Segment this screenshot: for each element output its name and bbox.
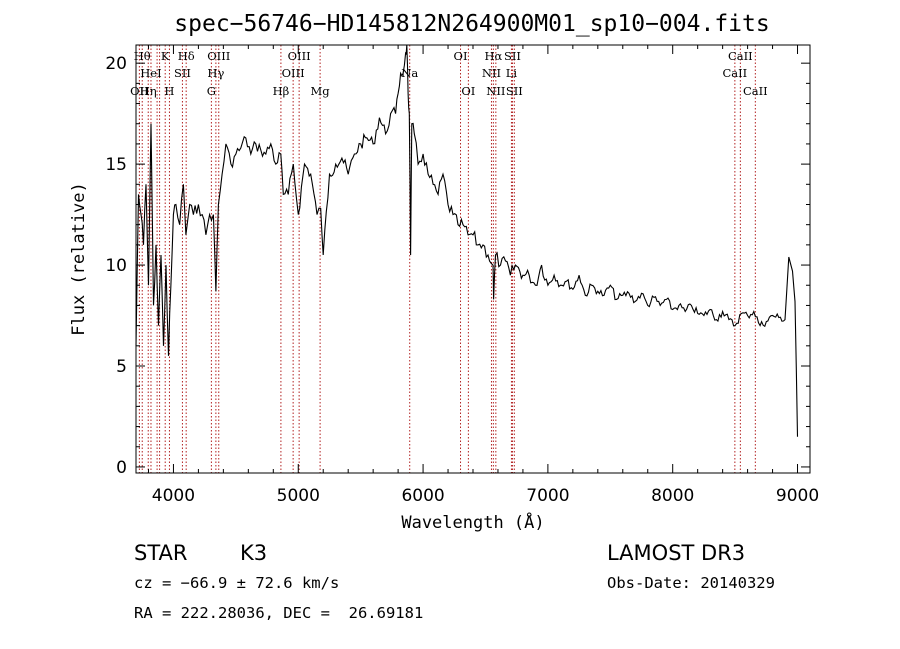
line-label-28: CaII xyxy=(743,84,768,98)
line-label-14: OIII xyxy=(282,66,305,80)
y-axis-label: Flux (relative) xyxy=(69,182,89,336)
line-label-23: Li xyxy=(506,66,518,80)
line-label-9: Hδ xyxy=(178,49,195,63)
line-label-7: H xyxy=(164,84,174,98)
ra-dec-coordinates: RA = 222.28036, DEC = 26.69181 xyxy=(134,604,424,622)
y-axis-ticks: 0 5 10 15 20 xyxy=(105,54,810,478)
object-class: STAR xyxy=(134,541,188,565)
y-tick-label-4: 20 xyxy=(105,54,127,74)
line-label-16: Mg xyxy=(311,84,331,98)
y-tick-label-2: 10 xyxy=(105,256,127,276)
line-label-19: OI xyxy=(461,84,475,98)
line-label-12: OIII xyxy=(207,49,230,63)
plot-frame xyxy=(135,44,811,474)
x-axis-ticks: 4000 5000 6000 7000 8000 9000 xyxy=(147,45,819,506)
line-label-11: Hγ xyxy=(207,66,224,80)
line-label-17: Na xyxy=(401,66,418,80)
line-label-27: CaII xyxy=(728,49,753,63)
line-label-26: CaII xyxy=(722,66,747,80)
chart-title: spec−56746−HD145812N264900M01_sp10−004.f… xyxy=(174,11,769,37)
x-tick-label-4: 8000 xyxy=(651,486,694,506)
line-label-3: HeI xyxy=(140,66,161,80)
observation-date: Obs-Date: 20140329 xyxy=(607,574,775,592)
y-tick-label-0: 0 xyxy=(116,458,127,478)
y-tick-label-1: 5 xyxy=(116,357,127,377)
y-tick-label-3: 15 xyxy=(105,155,127,175)
survey-name: LAMOST DR3 xyxy=(607,541,746,565)
spectrum-line xyxy=(135,44,799,437)
line-label-24: SII xyxy=(504,49,521,63)
spectral-line-labels: OIIHθHηHeIKHSIIHδGHγOIIIHβOIIIOIIIMgNaOI… xyxy=(130,49,768,98)
line-label-6: K xyxy=(161,49,170,63)
line-label-10: G xyxy=(207,84,216,98)
spectral-line-markers xyxy=(138,45,756,473)
redshift-velocity: cz = −66.9 ± 72.6 km/s xyxy=(134,574,340,592)
x-tick-label-1: 5000 xyxy=(277,486,320,506)
line-label-15: OIII xyxy=(288,49,311,63)
line-label-13: Hβ xyxy=(273,84,290,98)
line-label-0: OII xyxy=(130,84,149,98)
line-label-20: NII xyxy=(482,66,501,80)
x-tick-label-3: 7000 xyxy=(526,486,569,506)
x-tick-label-2: 6000 xyxy=(401,486,444,506)
line-label-21: Hα xyxy=(484,49,502,63)
line-label-8: SII xyxy=(174,66,191,80)
line-label-22: NII xyxy=(486,84,505,98)
line-label-1: Hθ xyxy=(134,49,151,63)
x-axis-label: Wavelength (Å) xyxy=(401,511,544,533)
line-label-18: OI xyxy=(454,49,468,63)
line-label-2: Hη xyxy=(140,84,157,98)
line-label-25: SII xyxy=(506,84,523,98)
x-tick-label-0: 4000 xyxy=(152,486,195,506)
x-tick-label-5: 9000 xyxy=(776,486,819,506)
object-subclass: K3 xyxy=(240,541,268,565)
